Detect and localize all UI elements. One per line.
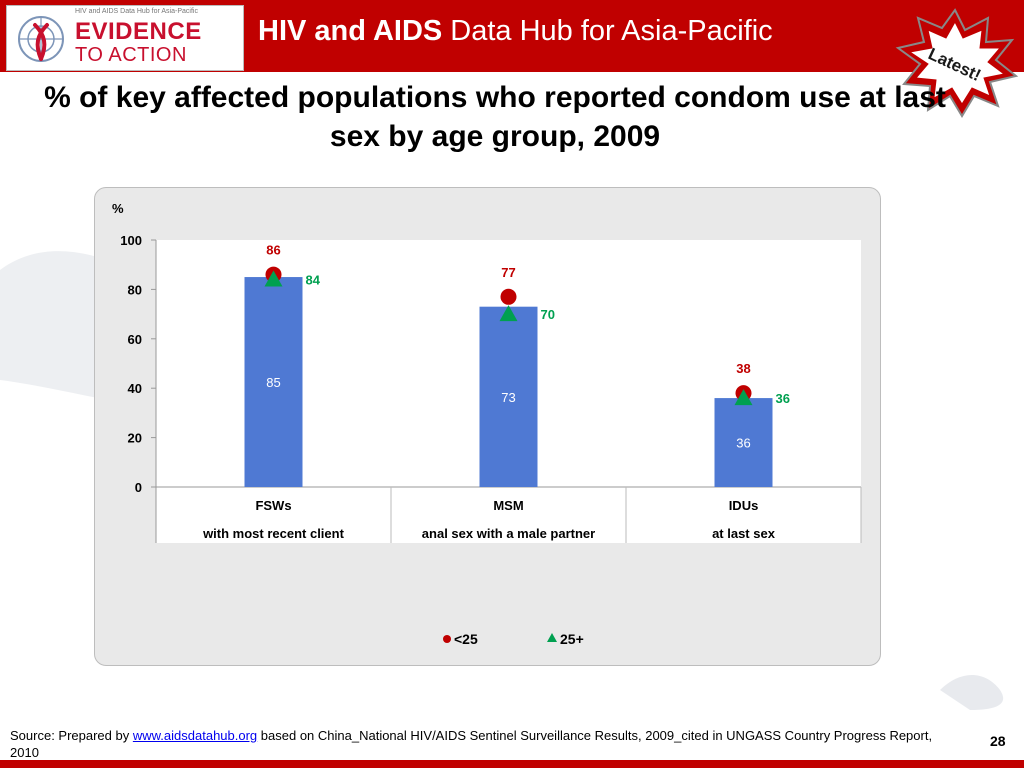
under-25-point (500, 288, 517, 305)
source-rest: based on China_National HIV/AIDS Sentine… (10, 728, 933, 760)
over-25-value-label: 36 (776, 391, 790, 406)
slide-title: % of key affected populations who report… (44, 81, 946, 153)
source-link[interactable]: www.aidsdatahub.org (132, 728, 258, 743)
legend-over-25-marker (547, 633, 557, 642)
y-tick-label: 20 (128, 431, 142, 446)
logo-line-1: EVIDENCE (75, 18, 202, 45)
y-tick-label: 100 (120, 233, 142, 248)
header-title-bold: HIV and AIDS (258, 15, 443, 47)
category-label: IDUs (729, 498, 759, 513)
header-title: HIV and AIDS Data Hub for Asia-Pacific (258, 15, 773, 48)
bar (714, 398, 773, 487)
over-25-value-label: 70 (541, 307, 555, 322)
bar-value-label: 36 (736, 436, 750, 451)
over-25-point (734, 389, 753, 406)
category-label: FSWs (255, 498, 291, 513)
bar (244, 277, 303, 487)
bottom-bar (0, 760, 1024, 768)
bar-value-label: 85 (266, 375, 280, 390)
un-emblem-icon (18, 16, 64, 62)
latest-badge: Latest! (895, 8, 1019, 118)
y-tick-label: 60 (128, 332, 142, 347)
y-tick-label: 0 (135, 480, 142, 495)
evidence-to-action-logo[interactable]: HIV and AIDS Data Hub for Asia-Pacific E… (6, 5, 244, 71)
legend-over-25-label: 25+ (560, 631, 584, 647)
slide-number: 28 (990, 733, 1006, 749)
legend-under-25-label: <25 (454, 631, 478, 647)
over-25-point (264, 270, 283, 287)
y-axis-label: % (112, 201, 124, 216)
source-note: Source: Prepared by www.aidsdatahub.org … (10, 727, 950, 761)
y-tick-label: 40 (128, 381, 142, 396)
category-label: MSM (493, 498, 523, 513)
bar-value-label: 73 (501, 390, 515, 405)
chart-panel: % 0 20 40 60 80 100 FSWs with most recent client… (94, 187, 881, 666)
over-25-value-label: 84 (306, 273, 321, 288)
legend-under-25-marker (443, 635, 451, 643)
under-25-value-label: 86 (266, 243, 280, 258)
source-prefix: Source: Prepared by (10, 728, 133, 743)
y-tick-label: 80 (128, 282, 142, 297)
header-title-rest: Data Hub for Asia-Pacific (442, 15, 773, 47)
category-sublabel: at last sex (712, 526, 776, 541)
bar (479, 306, 538, 487)
over-25-point (499, 305, 518, 322)
category-sublabel: anal sex with a male partner (422, 526, 595, 541)
under-25-value-label: 38 (736, 361, 750, 376)
logo-line-2: TO ACTION (75, 44, 187, 66)
category-label-area (156, 487, 861, 543)
chart: % 0 20 40 60 80 100 FSWs with most recent client… (112, 201, 862, 647)
category-sublabel: with most recent client (202, 526, 345, 541)
header-bar: HIV and AIDS Data Hub for Asia-Pacific E… (0, 0, 1024, 72)
under-25-value-label: 77 (501, 265, 515, 280)
logo-tagline: HIV and AIDS Data Hub for Asia-Pacific (75, 8, 198, 15)
